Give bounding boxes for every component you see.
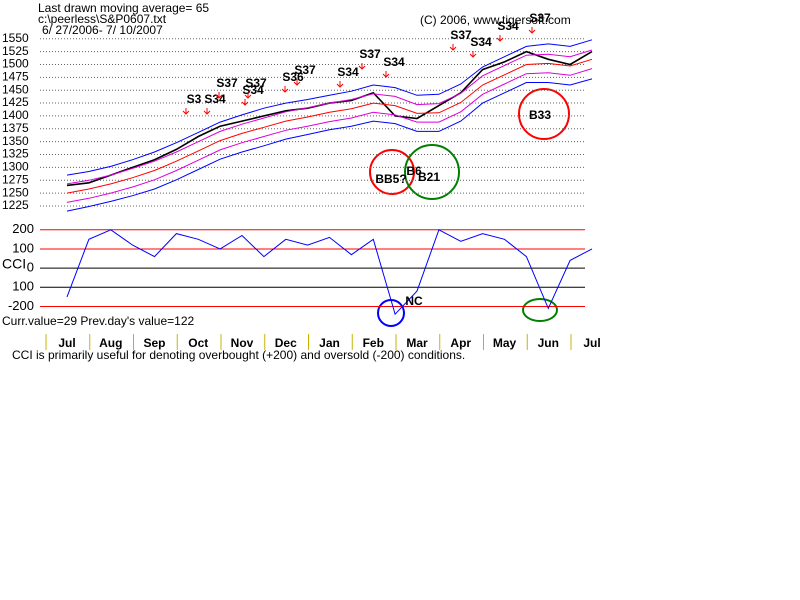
y-tick-label: 1525 xyxy=(2,44,29,58)
y-tick-label: 200 xyxy=(12,221,34,236)
y-tick-label: 1500 xyxy=(2,57,29,71)
annotation: S36 xyxy=(282,70,304,84)
x-tick-label: Dec xyxy=(275,336,297,350)
annotation: B33 xyxy=(529,108,551,122)
annotation: S37 xyxy=(216,76,238,90)
annotation: S34 xyxy=(497,19,519,33)
current-value: Curr.value=29 Prev.day's value=122 xyxy=(2,314,195,328)
y-tick-label: 1250 xyxy=(2,185,29,199)
annotation: NC xyxy=(405,294,423,308)
signal-arrow xyxy=(528,27,536,34)
annotation: S37 xyxy=(529,11,551,25)
annotation: S37 xyxy=(294,63,316,77)
annotation: S34 xyxy=(337,65,359,79)
y-tick-label: 1275 xyxy=(2,172,29,186)
annotation: S3 xyxy=(187,92,202,106)
annotation: S37 xyxy=(450,28,472,42)
highlight-circle xyxy=(404,144,460,200)
annotation: S34 xyxy=(383,55,405,69)
signal-arrow xyxy=(203,108,211,115)
x-tick-label: Mar xyxy=(406,336,428,350)
y-tick-label: 1350 xyxy=(2,134,29,148)
signal-arrow xyxy=(182,108,190,115)
y-tick-label: 100 xyxy=(12,279,34,294)
y-tick-label: 1550 xyxy=(2,31,29,45)
y-axis-label: CCI xyxy=(2,256,26,272)
y-tick-label: 1300 xyxy=(2,160,29,174)
signal-arrow xyxy=(244,92,252,99)
annotation: S34 xyxy=(204,92,226,106)
x-tick-label: Feb xyxy=(363,336,384,350)
annotation: S34 xyxy=(470,35,492,49)
signal-arrow xyxy=(382,71,390,78)
y-tick-label: 1450 xyxy=(2,82,29,96)
annotation: S37 xyxy=(245,76,267,90)
series-line xyxy=(66,68,593,203)
signal-arrow xyxy=(449,44,457,51)
highlight-circle xyxy=(522,298,558,322)
series-line xyxy=(66,78,593,212)
header-line: c:\peerless\S&P0607.txt xyxy=(38,12,167,26)
header-line: 6/ 27/2006- 7/ 10/2007 xyxy=(42,23,163,37)
y-tick-label: 1400 xyxy=(2,108,29,122)
y-tick-label: 1425 xyxy=(2,95,29,109)
x-tick-label: May xyxy=(493,336,517,350)
x-tick-label: Nov xyxy=(231,336,254,350)
y-tick-label: 1375 xyxy=(2,121,29,135)
signal-arrow xyxy=(241,99,249,106)
y-tick-label: 1225 xyxy=(2,198,29,212)
signal-arrow xyxy=(215,92,223,99)
signal-arrow xyxy=(293,79,301,86)
x-tick-label: Jan xyxy=(319,336,340,350)
y-tick-label: 100 xyxy=(12,240,34,255)
highlight-circle xyxy=(518,88,570,140)
annotation: S37 xyxy=(359,47,381,61)
series-line xyxy=(66,49,593,185)
header-line: Last drawn moving average= 65 xyxy=(38,1,209,15)
copyright: (C) 2006, www.tigersoft.com xyxy=(420,13,571,27)
y-tick-label: -200 xyxy=(8,298,34,313)
signal-arrow xyxy=(358,63,366,70)
series-line xyxy=(66,58,593,194)
x-tick-label: Jun xyxy=(538,336,559,350)
signal-arrow xyxy=(281,86,289,93)
annotation: BB5? xyxy=(375,172,406,186)
x-tick-label: Jul xyxy=(58,336,75,350)
signal-arrow xyxy=(336,81,344,88)
x-tick-label: Sep xyxy=(143,336,165,350)
x-tick-label: Oct xyxy=(188,336,208,350)
highlight-circle xyxy=(369,149,415,195)
series-line xyxy=(66,229,593,316)
signal-arrow xyxy=(469,51,477,58)
y-tick-label: 0 xyxy=(27,260,34,275)
y-tick-label: 1475 xyxy=(2,69,29,83)
x-tick-label: Jul xyxy=(583,336,600,350)
y-tick-label: 1325 xyxy=(2,147,29,161)
annotation: B21 xyxy=(418,170,440,184)
x-tick-label: Apr xyxy=(450,336,471,350)
series-line xyxy=(66,39,593,176)
x-tick-label: Aug xyxy=(99,336,122,350)
annotation: B6 xyxy=(406,164,422,178)
note: CCI is primarily useful for denoting ove… xyxy=(12,348,465,362)
signal-arrow xyxy=(496,35,504,42)
